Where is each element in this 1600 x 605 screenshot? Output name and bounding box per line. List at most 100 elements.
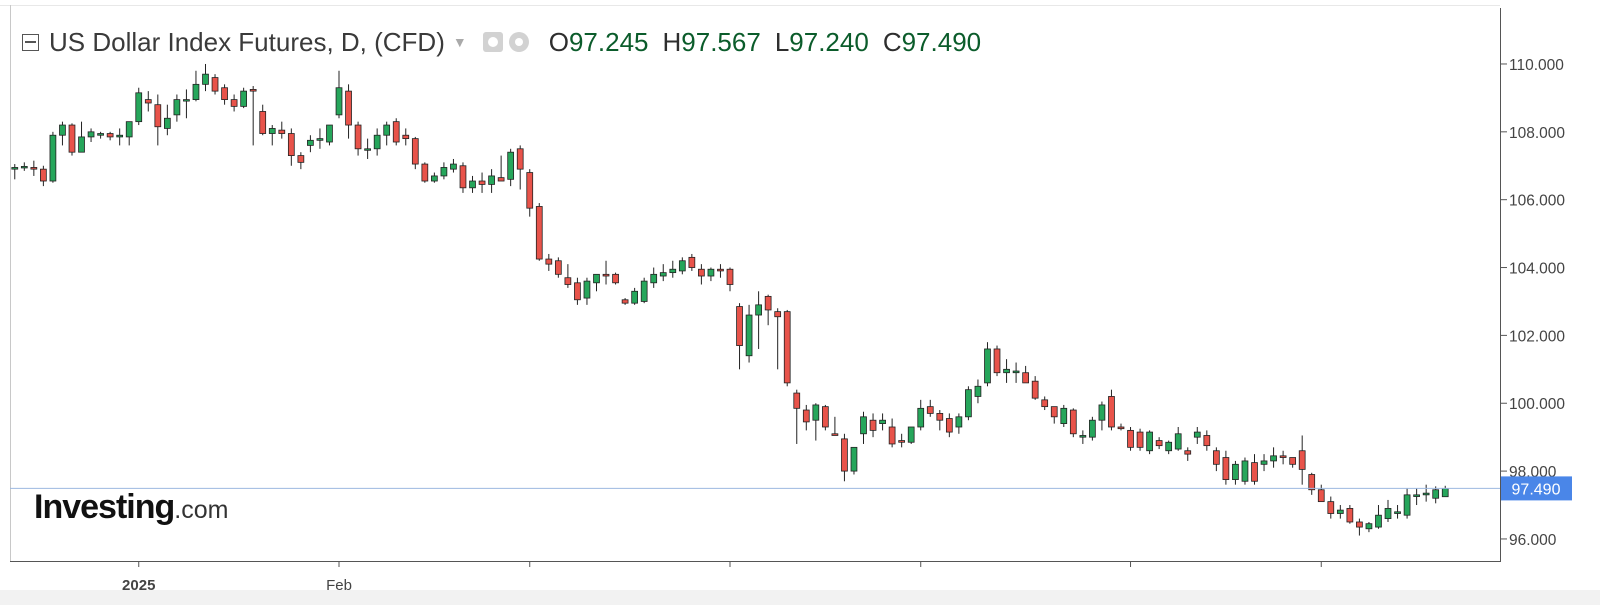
candle (612, 272, 619, 285)
candle-body-down (898, 440, 906, 443)
candle-body-down (1127, 429, 1134, 448)
candle-body-up (87, 131, 95, 138)
candle-body-up (745, 314, 753, 357)
candle (450, 158, 457, 173)
candle-body-down (736, 306, 743, 346)
candle-body-up (1098, 404, 1106, 421)
candle (984, 342, 991, 387)
candle (59, 121, 66, 146)
candle (497, 155, 505, 182)
candle (1413, 488, 1420, 506)
candle-body-down (564, 277, 572, 285)
candle (917, 399, 925, 431)
candle (335, 70, 343, 119)
instrument-title: US Dollar Index Futures, D, (CFD) (49, 26, 445, 57)
candle (259, 104, 267, 136)
x-axis: 2025 Feb (122, 561, 1322, 594)
candle (965, 386, 972, 421)
candle-body-up (507, 151, 515, 180)
candle-body-up (755, 304, 762, 316)
candle-body-up (1060, 407, 1068, 424)
candle (974, 379, 982, 404)
candle-body-up (1089, 419, 1096, 438)
candle (1241, 457, 1249, 485)
candle (30, 160, 38, 176)
candle (478, 172, 486, 193)
candle-body-down (259, 111, 267, 134)
candle-body-down (1279, 455, 1287, 458)
candle-body-down (497, 177, 505, 182)
candle (822, 404, 829, 431)
candle-body-up (383, 124, 391, 136)
candle-body-down (392, 121, 400, 143)
candle (564, 264, 572, 288)
candle-body-down (822, 406, 829, 428)
candle-body-down (1041, 399, 1049, 408)
candle (755, 291, 762, 349)
candle-body-down (698, 268, 705, 277)
candle (49, 131, 57, 183)
candle-body-down (1136, 431, 1144, 448)
candle-body-down (926, 406, 934, 414)
candle-body-up (1260, 460, 1268, 465)
collapse-icon[interactable] (22, 33, 39, 51)
settings-icon[interactable] (508, 32, 529, 52)
candle (488, 169, 495, 193)
candle (125, 121, 133, 146)
candle-body-down (1213, 450, 1220, 465)
candle-body-down (764, 295, 772, 311)
candle-body-down (1031, 380, 1039, 399)
candle-body-up (307, 139, 314, 146)
candle (1384, 499, 1392, 522)
candle (402, 128, 410, 146)
candle-body-up (268, 128, 276, 134)
candle (669, 260, 677, 278)
candle-body-up (440, 167, 448, 177)
candle (535, 203, 543, 261)
chart-legend: US Dollar Index Futures, D, (CFD) ▼ O97.… (22, 24, 981, 60)
candle (1232, 460, 1239, 485)
candle-body-down (888, 426, 896, 445)
candle (621, 298, 629, 305)
candle (1117, 423, 1125, 431)
candle-body-down (621, 299, 629, 304)
candle-body-down (1346, 508, 1354, 523)
candle (1222, 450, 1230, 485)
candle-body-down (211, 77, 219, 92)
candle-body-down (1155, 440, 1163, 447)
candle (574, 277, 581, 305)
candle (1136, 428, 1144, 451)
candle (431, 172, 438, 183)
candle-body-down (1289, 457, 1297, 465)
candle-body-up (1232, 463, 1239, 480)
candle-body-down (612, 273, 619, 284)
candle-body-down (869, 419, 877, 431)
ohlc-high: H97.567 (662, 26, 761, 57)
candle (1203, 430, 1211, 451)
candle (526, 169, 534, 217)
candle-body-up (1394, 511, 1401, 514)
y-tick-label: 108.000 (1509, 125, 1565, 142)
candle (459, 162, 467, 193)
eye-icon[interactable] (482, 32, 503, 52)
candle-body-up (1079, 435, 1087, 438)
candle-body-down (30, 167, 38, 170)
candle-body-down (154, 104, 162, 128)
candle-body-up (1365, 523, 1373, 530)
candle-body-down (1222, 457, 1230, 480)
dropdown-arrow-icon[interactable]: ▼ (452, 34, 467, 50)
candle-body-up (240, 90, 247, 107)
candle (516, 145, 524, 190)
candle-body-up (450, 163, 457, 170)
candle (230, 94, 238, 112)
candle (154, 94, 162, 146)
candle (326, 124, 333, 146)
candle-body-up (1403, 494, 1411, 516)
candle-body-up (1165, 441, 1173, 452)
candle-body-down (345, 90, 352, 126)
candle-body-up (183, 99, 190, 102)
candle-body-down (1251, 462, 1258, 482)
candle (879, 413, 886, 431)
